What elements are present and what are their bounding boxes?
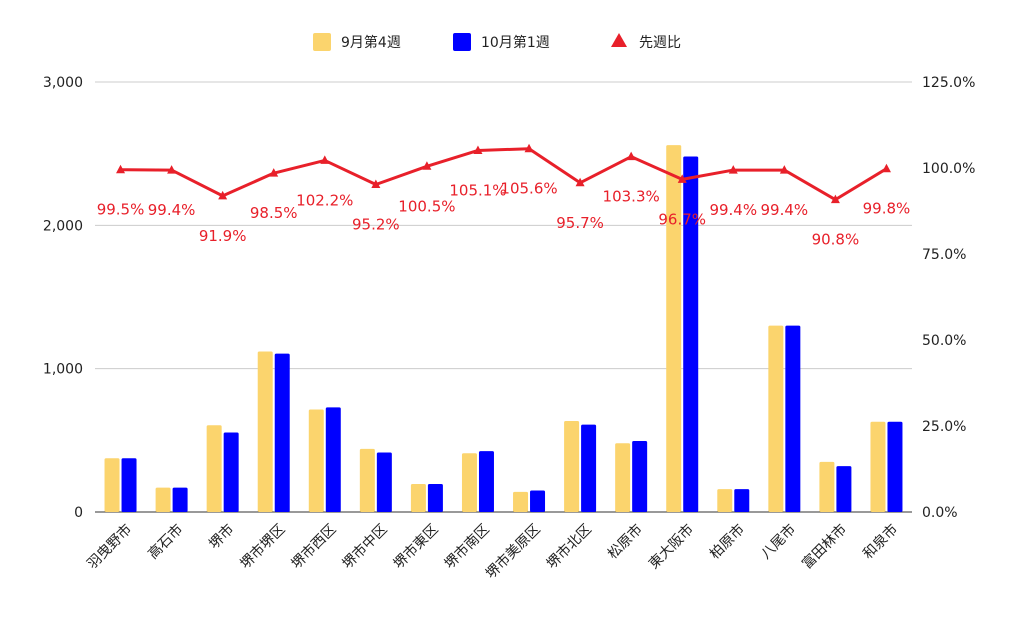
line-point-marker <box>218 190 228 200</box>
line-point-marker <box>677 174 687 183</box>
data-label-先週比: 95.7% <box>556 214 604 232</box>
bar-10月第1週 <box>734 489 750 512</box>
line-point-marker <box>728 165 738 174</box>
line-point-marker <box>371 179 381 189</box>
bar-9月第4週 <box>564 420 580 512</box>
bar-9月第4週 <box>104 458 120 512</box>
legend-swatch <box>611 33 627 47</box>
legend-label: 10月第1週 <box>481 34 550 51</box>
x-tick-label: 東大阪市 <box>645 521 697 573</box>
line-point-marker <box>575 177 585 187</box>
line-point-marker <box>269 168 279 177</box>
line-point-marker <box>167 165 177 174</box>
data-label-先週比: 99.4% <box>709 201 757 219</box>
data-label-先週比: 99.5% <box>97 201 145 219</box>
legend-swatch <box>313 33 331 51</box>
x-tick-label: 柏原市 <box>706 521 748 563</box>
x-tick-label: 堺市北区 <box>543 521 595 573</box>
x-tick-label: 羽曳野市 <box>84 521 136 573</box>
y-left-tick-label: 3,000 <box>43 75 83 91</box>
y-left-tick-label: 0 <box>74 505 83 521</box>
y-left-tick-label: 1,000 <box>43 362 83 378</box>
data-label-先週比: 99.4% <box>761 201 809 219</box>
bar-9月第4週 <box>308 409 324 512</box>
y-left-tick-label: 2,000 <box>43 218 83 234</box>
bar-9月第4週 <box>359 448 375 512</box>
y-right-tick-label: 25.0% <box>922 419 966 435</box>
bar-10月第1週 <box>887 421 903 512</box>
bar-10月第1週 <box>530 490 546 512</box>
x-tick-label: 堺市中区 <box>339 521 391 573</box>
data-label-先週比: 98.5% <box>250 204 298 222</box>
y-right-tick-label: 100.0% <box>922 161 975 177</box>
bar-9月第4週 <box>461 453 477 512</box>
line-point-marker <box>473 145 483 154</box>
line-point-marker <box>779 165 789 174</box>
bar-10月第1週 <box>172 487 188 512</box>
line-point-marker <box>116 164 126 174</box>
bar-9月第4週 <box>410 484 426 512</box>
x-tick-label: 高石市 <box>145 521 187 563</box>
bar-10月第1週 <box>376 452 392 512</box>
line-point-marker <box>830 194 840 204</box>
data-label-先週比: 105.1% <box>449 181 506 199</box>
bar-9月第4週 <box>257 351 273 512</box>
data-label-先週比: 96.7% <box>658 210 706 228</box>
data-label-先週比: 99.4% <box>148 201 196 219</box>
bar-9月第4週 <box>870 421 886 512</box>
bar-10月第1週 <box>274 353 290 512</box>
x-tick-label: 堺市東区 <box>390 521 442 573</box>
bar-9月第4週 <box>717 489 733 512</box>
bar-9月第4週 <box>666 145 682 513</box>
bar-9月第4週 <box>768 325 784 512</box>
x-tick-label: 富田林市 <box>799 521 851 573</box>
bar-10月第1週 <box>121 458 137 512</box>
y-right-tick-label: 50.0% <box>922 333 966 349</box>
legend-label: 9月第4週 <box>341 34 401 51</box>
x-tick-label: 堺市南区 <box>441 521 493 573</box>
bar-9月第4週 <box>615 443 631 512</box>
x-tick-label: 八尾市 <box>757 521 799 563</box>
data-label-先週比: 105.6% <box>500 180 557 198</box>
legend-label: 先週比 <box>639 35 681 51</box>
bar-10月第1週 <box>223 432 239 512</box>
bar-10月第1週 <box>427 484 443 512</box>
line-point-marker <box>881 163 891 173</box>
line-先週比 <box>120 147 888 202</box>
bar-10月第1週 <box>836 466 852 512</box>
x-tick-label: 堺市堺区 <box>237 521 289 573</box>
data-label-先週比: 91.9% <box>199 227 247 245</box>
line-point-marker <box>626 151 636 161</box>
x-tick-label: 堺市 <box>206 521 238 553</box>
bar-10月第1週 <box>785 325 801 512</box>
y-right-tick-label: 75.0% <box>922 247 966 263</box>
bar-10月第1週 <box>683 156 699 513</box>
bar-9月第4週 <box>206 425 222 512</box>
y-right-tick-label: 0.0% <box>922 505 958 521</box>
bar-9月第4週 <box>819 461 835 512</box>
data-label-先週比: 100.5% <box>398 197 455 215</box>
bar-10月第1週 <box>632 441 648 512</box>
bar-10月第1週 <box>581 424 597 512</box>
bar-10月第1週 <box>478 451 494 512</box>
bar-10月第1週 <box>325 407 341 512</box>
line-point-marker <box>524 143 534 153</box>
y-right-tick-label: 125.0% <box>922 75 975 91</box>
line-point-marker <box>422 161 432 170</box>
data-label-先週比: 99.8% <box>863 200 911 218</box>
bar-9月第4週 <box>155 487 171 512</box>
line-point-marker <box>320 155 330 164</box>
data-label-先週比: 90.8% <box>812 231 860 249</box>
bar-9月第4週 <box>513 491 529 512</box>
x-tick-label: 松原市 <box>604 521 646 563</box>
data-label-先週比: 103.3% <box>603 188 660 206</box>
x-tick-label: 堺市美原区 <box>482 521 544 583</box>
data-label-先週比: 95.2% <box>352 216 400 234</box>
data-label-先週比: 102.2% <box>296 191 353 209</box>
x-tick-label: 和泉市 <box>859 521 901 563</box>
legend-swatch <box>453 33 471 51</box>
x-tick-label: 堺市西区 <box>288 521 340 573</box>
